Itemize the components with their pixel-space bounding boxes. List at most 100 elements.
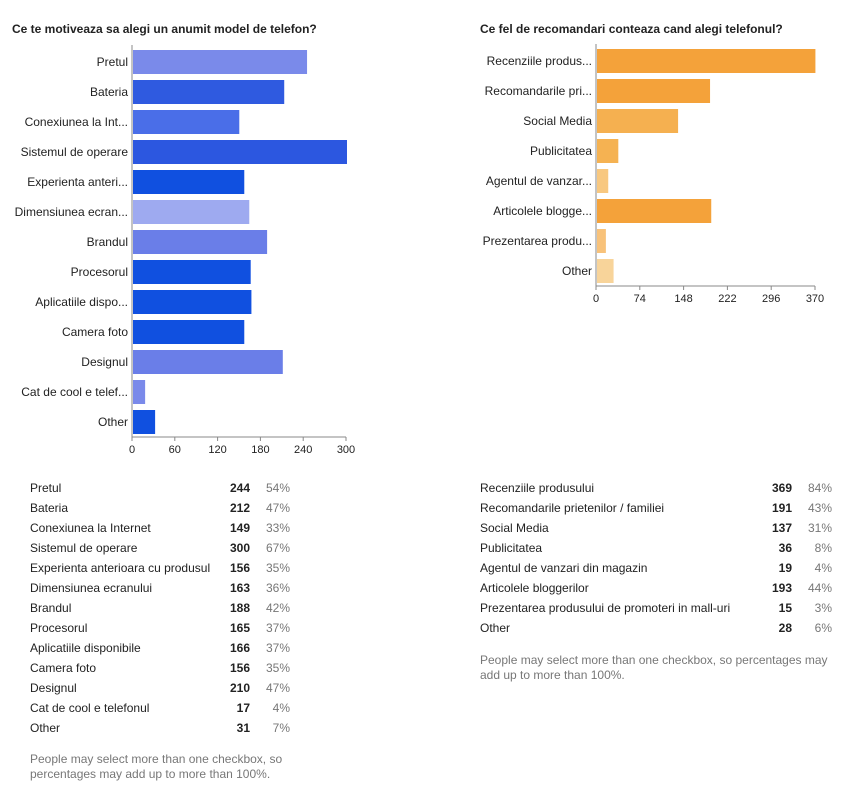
- x-tick-label: 240: [294, 444, 312, 456]
- row-percent: 44%: [807, 581, 832, 595]
- category-label: Publicitatea: [530, 144, 592, 158]
- table-row: Experienta anterioara cu produsul 156 35%: [30, 558, 290, 578]
- row-label: Brandul: [30, 601, 72, 615]
- row-label: Bateria: [30, 501, 69, 515]
- category-label: Camera foto: [62, 325, 128, 339]
- category-label: Cat de cool e telef...: [21, 385, 128, 399]
- category-label: Dimensiunea ecran...: [15, 205, 128, 219]
- bar-2: [597, 109, 679, 133]
- bar-9: [133, 320, 245, 344]
- chart-recommendations: Recenziile produs... Recomandarile pri...…: [483, 44, 824, 305]
- row-percent: 35%: [265, 561, 290, 575]
- bar-0: [133, 50, 308, 74]
- row-count: 166: [229, 641, 250, 655]
- table-row: Pretul 244 54%: [30, 478, 290, 498]
- table-row: Aplicatiile disponibile 166 37%: [30, 638, 290, 658]
- row-percent: 35%: [265, 661, 290, 675]
- note-motivation: People may select more than one checkbox…: [30, 752, 283, 781]
- row-label: Conexiunea la Internet: [30, 521, 151, 535]
- row-count: 191: [771, 501, 792, 515]
- row-percent: 67%: [265, 541, 290, 555]
- row-percent: 54%: [265, 481, 290, 495]
- row-label: Dimensiunea ecranului: [30, 581, 153, 595]
- row-count: 137: [771, 521, 792, 535]
- row-count: 156: [229, 661, 250, 675]
- category-label: Other: [98, 415, 128, 429]
- chart-motivation: Pretul Bateria Conexiunea la Int... Sistemu…: [15, 45, 355, 456]
- row-count: 17: [236, 701, 250, 715]
- row-label: Prezentarea produsului de promoteri in m…: [480, 601, 731, 615]
- category-label: Recomandarile pri...: [485, 84, 592, 98]
- table-row: Procesorul 165 37%: [30, 618, 290, 638]
- bar-3: [597, 139, 619, 163]
- bar-7: [597, 259, 614, 283]
- stats-table-motivation: Pretul 244 54% Bateria 212 47% Conexiunea la I…: [30, 478, 290, 738]
- row-count: 193: [771, 581, 792, 595]
- row-label: Publicitatea: [480, 541, 543, 555]
- chart-title-motivation: Ce te motiveaza sa alegi un anumit model…: [12, 22, 317, 36]
- table-row: Dimensiunea ecranului 163 36%: [30, 578, 290, 598]
- row-percent: 4%: [814, 561, 832, 575]
- table-row: Recenziile produsului 369 84%: [480, 478, 832, 498]
- bar-11: [133, 380, 146, 404]
- row-percent: 3%: [814, 601, 832, 615]
- bar-2: [133, 110, 240, 134]
- category-label: Bateria: [90, 85, 128, 99]
- row-percent: 6%: [814, 621, 832, 635]
- category-label: Recenziile produs...: [487, 54, 592, 68]
- row-label: Aplicatiile disponibile: [30, 641, 141, 655]
- bar-7: [133, 260, 251, 284]
- row-percent: 7%: [272, 721, 290, 735]
- row-percent: 42%: [265, 601, 290, 615]
- row-count: 212: [229, 501, 250, 515]
- row-percent: 37%: [265, 621, 290, 635]
- category-label: Designul: [81, 355, 128, 369]
- table-row: Social Media 137 31%: [480, 518, 832, 538]
- category-label: Agentul de vanzar...: [486, 174, 592, 188]
- row-count: 300: [229, 541, 250, 555]
- category-label: Prezentarea produ...: [483, 234, 592, 248]
- row-label: Other: [480, 621, 511, 635]
- x-tick-label: 300: [337, 444, 355, 456]
- row-count: 369: [771, 481, 792, 495]
- table-row: Other 28 6%: [480, 618, 832, 638]
- bar-1: [133, 80, 285, 104]
- row-percent: 37%: [265, 641, 290, 655]
- row-label: Social Media: [480, 521, 549, 535]
- x-tick-label: 370: [806, 293, 824, 305]
- category-label: Conexiunea la Int...: [25, 115, 128, 129]
- x-tick-label: 296: [762, 293, 780, 305]
- x-tick-label: 148: [674, 293, 692, 305]
- row-label: Articolele bloggerilor: [480, 581, 589, 595]
- row-count: 244: [229, 481, 250, 495]
- row-percent: 8%: [814, 541, 832, 555]
- row-percent: 4%: [272, 701, 290, 715]
- note-recommendations: People may select more than one checkbox…: [480, 653, 828, 682]
- bar-8: [133, 290, 252, 314]
- row-percent: 31%: [807, 521, 832, 535]
- table-row: Recomandarile prietenilor / familiei 191 4…: [480, 498, 832, 518]
- bar-5: [133, 200, 250, 224]
- row-label: Pretul: [30, 481, 62, 495]
- table-row: Conexiunea la Internet 149 33%: [30, 518, 290, 538]
- bar-1: [597, 79, 711, 103]
- bar-12: [133, 410, 156, 434]
- row-label: Agentul de vanzari din magazin: [480, 561, 648, 575]
- category-label: Other: [562, 264, 592, 278]
- table-row: Bateria 212 47%: [30, 498, 290, 518]
- row-label: Designul: [30, 681, 77, 695]
- bar-4: [133, 170, 245, 194]
- table-row: Agentul de vanzari din magazin 19 4%: [480, 558, 832, 578]
- x-tick-label: 0: [129, 444, 135, 456]
- row-count: 165: [229, 621, 250, 635]
- table-row: Publicitatea 36 8%: [480, 538, 832, 558]
- x-tick-label: 120: [208, 444, 226, 456]
- table-row: Cat de cool e telefonul 17 4%: [30, 698, 290, 718]
- table-row: Brandul 188 42%: [30, 598, 290, 618]
- bar-4: [597, 169, 609, 193]
- category-label: Experienta anteri...: [27, 175, 128, 189]
- row-label: Other: [30, 721, 61, 735]
- row-count: 163: [229, 581, 250, 595]
- table-row: Prezentarea produsului de promoteri in m…: [480, 598, 832, 618]
- table-row: Designul 210 47%: [30, 678, 290, 698]
